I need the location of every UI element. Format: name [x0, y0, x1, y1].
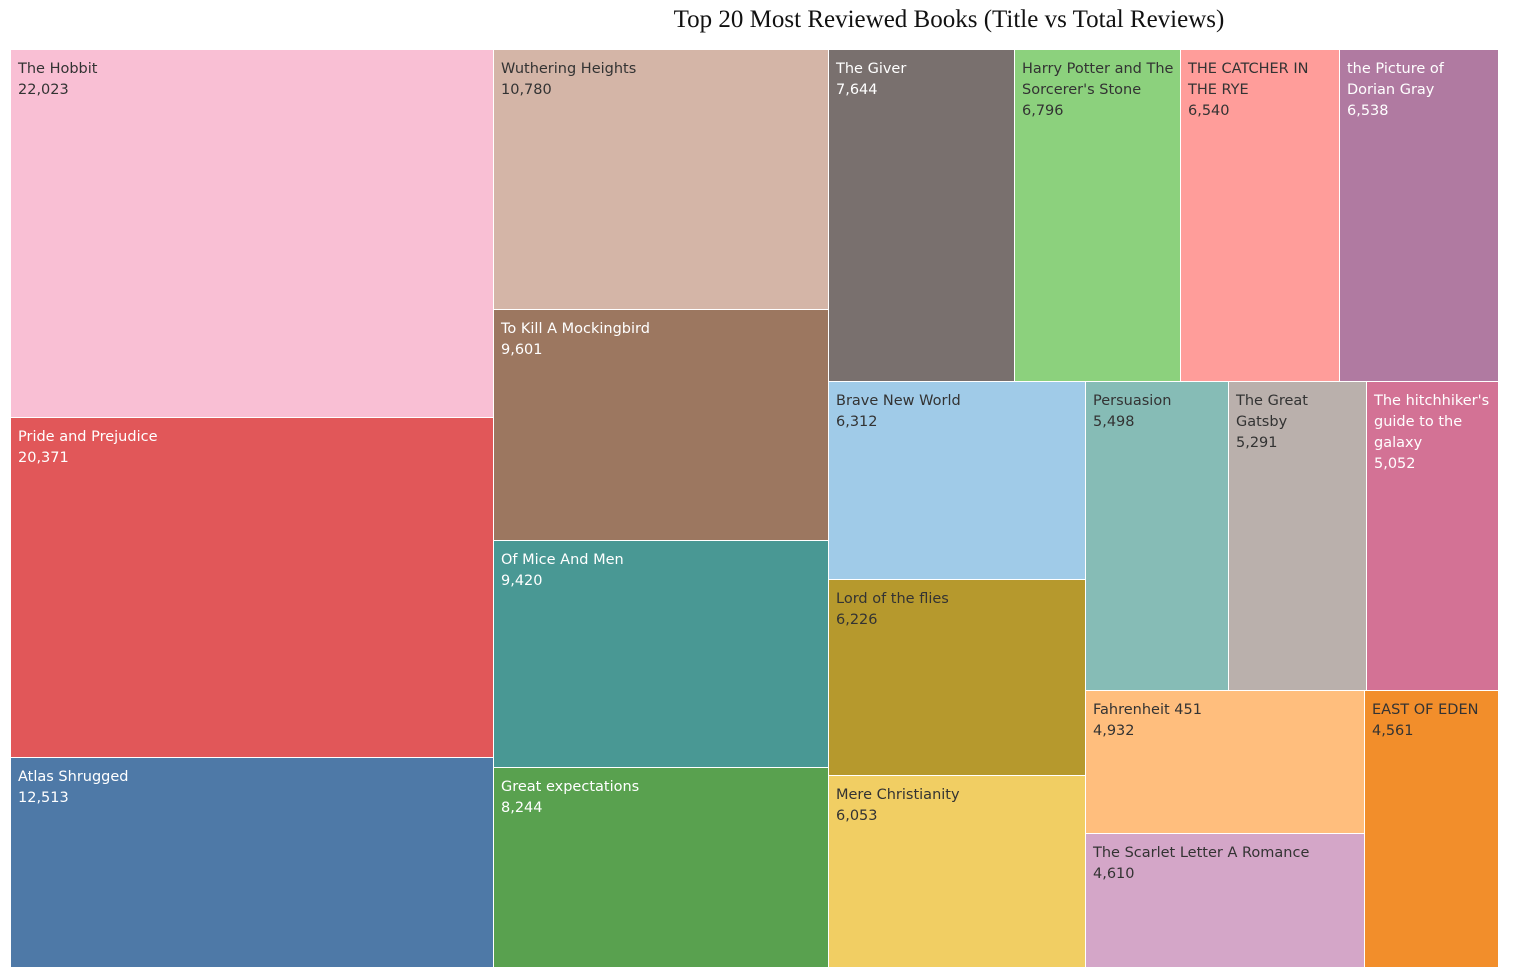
- tile-label: EAST OF EDEN 4,561: [1372, 700, 1492, 742]
- tile-title: The Great Gatsby: [1236, 393, 1308, 430]
- tile-value: 8,244: [501, 800, 543, 816]
- tile-value: 4,932: [1093, 723, 1135, 739]
- tile-title: To Kill A Mockingbird: [501, 321, 650, 337]
- treemap-tile[interactable]: Brave New World 6,312: [829, 382, 1086, 580]
- treemap-tile[interactable]: The Hobbit 22,023: [11, 50, 494, 418]
- tile-label: Fahrenheit 451 4,932: [1093, 700, 1358, 742]
- treemap-tile[interactable]: Harry Potter and The Sorcerer's Stone 6,7…: [1015, 50, 1181, 382]
- tile-title: Harry Potter and The Sorcerer's Stone: [1022, 61, 1174, 98]
- tile-title: Persuasion: [1093, 393, 1172, 409]
- tile-title: Atlas Shrugged: [18, 769, 129, 785]
- tile-label: The Hobbit 22,023: [18, 59, 487, 101]
- treemap: The Hobbit 22,023 Pride and Prejudice 20,37…: [11, 50, 1499, 968]
- tile-label: THE CATCHER IN THE RYE 6,540: [1188, 59, 1333, 122]
- tile-label: To Kill A Mockingbird 9,601: [501, 319, 822, 361]
- treemap-tile[interactable]: Atlas Shrugged 12,513: [11, 758, 494, 968]
- tile-value: 5,498: [1093, 414, 1135, 430]
- tile-value: 6,796: [1022, 103, 1064, 119]
- tile-title: Wuthering Heights: [501, 61, 637, 77]
- tile-label: Wuthering Heights 10,780: [501, 59, 822, 101]
- tile-label: Persuasion 5,498: [1093, 391, 1222, 433]
- tile-title: Great expectations: [501, 779, 640, 795]
- treemap-tile[interactable]: Of Mice And Men 9,420: [494, 541, 829, 768]
- chart-title: Top 20 Most Reviewed Books (Title vs Tot…: [673, 6, 1225, 33]
- treemap-tile[interactable]: THE CATCHER IN THE RYE 6,540: [1181, 50, 1340, 382]
- tile-title: Of Mice And Men: [501, 552, 624, 568]
- tile-title: Brave New World: [836, 393, 961, 409]
- tile-value: 20,371: [18, 450, 69, 466]
- tile-label: Pride and Prejudice 20,371: [18, 427, 487, 469]
- tile-title: Pride and Prejudice: [18, 429, 158, 445]
- tile-label: Atlas Shrugged 12,513: [18, 767, 487, 809]
- tile-label: The hitchhiker's guide to the galaxy 5,05…: [1374, 391, 1492, 475]
- treemap-tile[interactable]: Mere Christianity 6,053: [829, 776, 1086, 968]
- treemap-tile[interactable]: EAST OF EDEN 4,561: [1365, 691, 1499, 968]
- tile-value: 22,023: [18, 82, 69, 98]
- tile-value: 6,053: [836, 808, 878, 824]
- treemap-tile[interactable]: Lord of the flies 6,226: [829, 580, 1086, 776]
- tile-title: The Hobbit: [18, 61, 98, 77]
- tile-value: 10,780: [501, 82, 552, 98]
- tile-value: 6,538: [1347, 103, 1389, 119]
- treemap-tile[interactable]: Persuasion 5,498: [1086, 382, 1229, 691]
- tile-label: Lord of the flies 6,226: [836, 589, 1079, 631]
- treemap-tile[interactable]: Fahrenheit 451 4,932: [1086, 691, 1365, 834]
- tile-value: 5,291: [1236, 435, 1278, 451]
- treemap-tile[interactable]: To Kill A Mockingbird 9,601: [494, 310, 829, 541]
- treemap-tile[interactable]: The Scarlet Letter A Romance 4,610: [1086, 834, 1365, 968]
- tile-title: THE CATCHER IN THE RYE: [1188, 61, 1309, 98]
- tile-value: 6,312: [836, 414, 878, 430]
- tile-title: The Giver: [836, 61, 907, 77]
- tile-title: Fahrenheit 451: [1093, 702, 1202, 718]
- tile-label: Harry Potter and The Sorcerer's Stone 6,7…: [1022, 59, 1174, 122]
- tile-value: 12,513: [18, 790, 69, 806]
- tile-label: Brave New World 6,312: [836, 391, 1079, 433]
- treemap-tile[interactable]: The hitchhiker's guide to the galaxy 5,05…: [1367, 382, 1499, 691]
- tile-value: 4,561: [1372, 723, 1414, 739]
- tile-label: The Scarlet Letter A Romance 4,610: [1093, 843, 1358, 885]
- tile-label: The Great Gatsby 5,291: [1236, 391, 1360, 454]
- tile-value: 9,420: [501, 573, 543, 589]
- treemap-tile[interactable]: The Great Gatsby 5,291: [1229, 382, 1367, 691]
- tile-label: Great expectations 8,244: [501, 777, 822, 819]
- tile-value: 9,601: [501, 342, 543, 358]
- treemap-tile[interactable]: the Picture of Dorian Gray 6,538: [1340, 50, 1499, 382]
- treemap-tile[interactable]: Pride and Prejudice 20,371: [11, 418, 494, 758]
- tile-label: the Picture of Dorian Gray 6,538: [1347, 59, 1492, 122]
- tile-value: 5,052: [1374, 456, 1416, 472]
- treemap-tile[interactable]: The Giver 7,644: [829, 50, 1015, 382]
- tile-title: the Picture of Dorian Gray: [1347, 61, 1444, 98]
- tile-label: The Giver 7,644: [836, 59, 1008, 101]
- tile-title: Mere Christianity: [836, 787, 960, 803]
- tile-label: Mere Christianity 6,053: [836, 785, 1079, 827]
- tile-title: The hitchhiker's guide to the galaxy: [1374, 393, 1490, 451]
- treemap-tile[interactable]: Wuthering Heights 10,780: [494, 50, 829, 310]
- tile-label: Of Mice And Men 9,420: [501, 550, 822, 592]
- tile-title: Lord of the flies: [836, 591, 949, 607]
- tile-title: EAST OF EDEN: [1372, 702, 1479, 718]
- tile-title: The Scarlet Letter A Romance: [1093, 845, 1310, 861]
- tile-value: 7,644: [836, 82, 878, 98]
- tile-value: 6,226: [836, 612, 878, 628]
- tile-value: 4,610: [1093, 866, 1135, 882]
- treemap-tile[interactable]: Great expectations 8,244: [494, 768, 829, 968]
- tile-value: 6,540: [1188, 103, 1230, 119]
